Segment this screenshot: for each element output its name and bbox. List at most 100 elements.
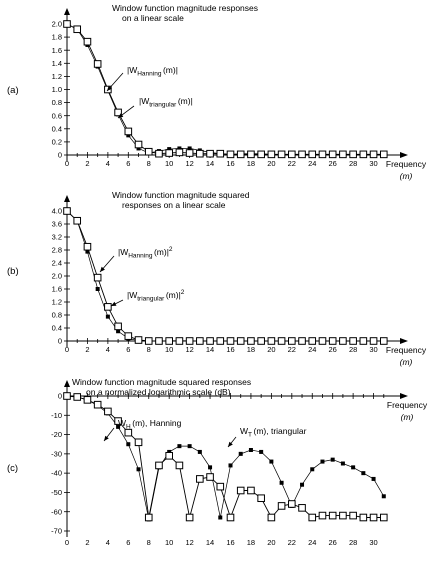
data-point [105, 314, 110, 319]
data-point [339, 337, 347, 345]
x-tick-label: 30 [369, 538, 377, 547]
data-point [349, 337, 357, 345]
data-point [340, 461, 345, 466]
x-tick-label: 24 [308, 345, 316, 354]
series-line [66, 210, 384, 342]
data-point [63, 392, 71, 400]
series-filled-square [65, 22, 386, 157]
x-tick-label: 6 [126, 538, 130, 547]
y-tick-label: 0 [58, 337, 62, 346]
chart-title: responses on a linear scale [122, 200, 226, 210]
series-annotation: WH (m), Hanning [118, 418, 182, 431]
data-point [104, 303, 112, 311]
data-point [187, 146, 192, 151]
y-tick-label: -70 [51, 527, 62, 536]
data-point [369, 337, 378, 345]
x-tick-label: 0 [65, 159, 69, 168]
data-point [134, 336, 143, 344]
data-point [155, 461, 163, 470]
annotation-suffix: (m)| [163, 65, 178, 75]
data-point [300, 482, 305, 487]
data-point [126, 133, 131, 138]
series-open-square [63, 392, 388, 522]
data-point [196, 337, 204, 345]
annotation-prefix: W [118, 418, 126, 428]
x-tick-label: 4 [106, 159, 110, 168]
series-line [66, 23, 384, 155]
data-point [277, 337, 286, 345]
data-point [320, 459, 325, 464]
x-tick-label: 8 [147, 345, 151, 354]
annotation-prefix: |W [118, 247, 128, 257]
y-axis-arrow [64, 195, 70, 202]
annotation-suffix: (m)| [166, 290, 181, 300]
annotation-suffix: (m), Hanning [132, 418, 181, 428]
x-tick-label: 10 [165, 159, 173, 168]
data-point [165, 337, 173, 345]
annotation-arrowhead [111, 301, 117, 306]
data-point [136, 467, 141, 472]
series-line [66, 395, 384, 519]
x-tick-label: 24 [308, 538, 316, 547]
data-point [196, 475, 204, 483]
y-tick-label: 0.4 [52, 324, 62, 333]
series-line [66, 210, 384, 342]
data-point [279, 480, 284, 485]
x-tick-label: 22 [288, 345, 296, 354]
data-point [257, 337, 265, 345]
annotation-arrowhead [228, 441, 233, 447]
data-point [226, 337, 235, 345]
data-point [267, 337, 276, 345]
chart-title: on a linear scale [122, 13, 184, 23]
data-point [167, 449, 172, 454]
data-point [177, 444, 182, 449]
annotation-suffix: (m)| [154, 247, 169, 257]
data-point [247, 150, 255, 159]
data-point [228, 463, 233, 468]
data-point [136, 146, 141, 151]
x-axis-unit: (m) [401, 412, 414, 422]
x-tick-label: 30 [369, 345, 377, 354]
data-point [298, 504, 306, 512]
data-point [216, 149, 225, 158]
chart-title: on a normalized logarithmic scale (dB) [86, 387, 231, 397]
data-point [155, 149, 163, 158]
x-axis-label: Frequency [387, 400, 428, 410]
x-tick-label: 18 [247, 538, 255, 547]
y-tick-label: 1.0 [52, 85, 62, 94]
annotation-subscript: Hanning [137, 71, 162, 78]
data-point [165, 149, 173, 157]
data-point [298, 150, 306, 159]
data-point [144, 337, 153, 345]
data-point [361, 471, 366, 476]
data-point [247, 486, 255, 495]
data-point [165, 451, 173, 460]
data-point [93, 273, 102, 282]
data-point [318, 150, 327, 159]
x-tick-label: 18 [247, 345, 255, 354]
y-tick-label: 2.4 [52, 259, 62, 268]
x-tick-label: 2 [85, 538, 89, 547]
annotation-superscript: 2 [181, 289, 185, 296]
x-tick-label: 12 [185, 538, 193, 547]
data-point [238, 451, 243, 456]
data-point [379, 513, 388, 522]
x-tick-label: 2 [85, 345, 89, 354]
annotation-prefix: W [240, 426, 248, 436]
x-tick-label: 22 [288, 538, 296, 547]
data-point [236, 337, 245, 345]
data-point [359, 513, 368, 522]
data-point [167, 147, 172, 152]
y-tick-label: 0 [58, 151, 62, 160]
data-point [95, 287, 100, 291]
y-tick-label: 4.0 [52, 207, 62, 216]
data-point [247, 337, 255, 345]
data-point [208, 465, 213, 470]
y-tick-label: 0 [58, 392, 62, 401]
data-point [185, 337, 194, 345]
y-tick-label: 1.8 [52, 33, 62, 42]
data-point [73, 216, 82, 225]
data-point [310, 467, 315, 472]
series-annotation: |WHanning (m)|2 [118, 246, 173, 260]
